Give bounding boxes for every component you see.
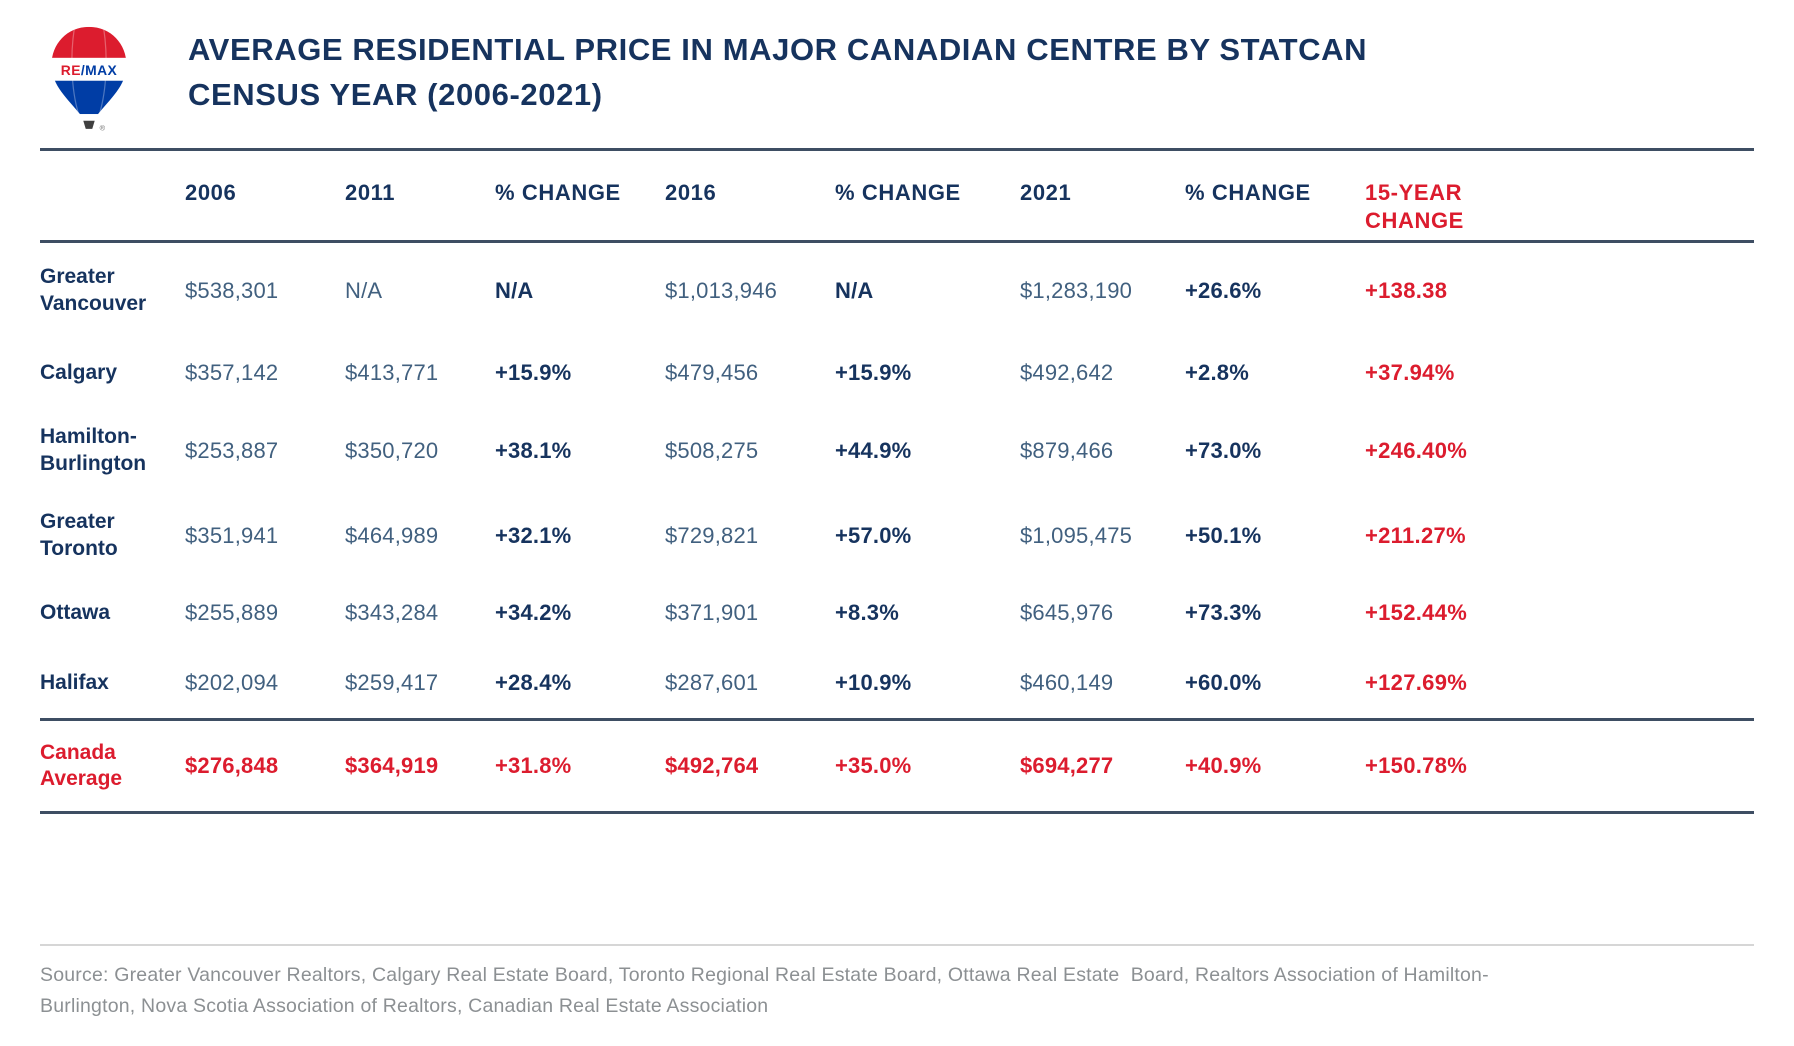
table-row-ottawa: Ottawa $255,889 $343,284 +34.2% $371,901… [40, 578, 1754, 648]
table-row-canada-average: Canada Average $276,848 $364,919 +31.8% … [40, 719, 1754, 813]
price-2021: $879,466 [1020, 437, 1114, 463]
col-header-pct-change-2: % CHANGE [835, 180, 961, 205]
price-2006: $255,889 [185, 600, 279, 625]
source-divider [40, 944, 1754, 946]
price-2011: N/A [345, 277, 383, 303]
svg-text:RE/MAX: RE/MAX [61, 62, 118, 78]
balloon-basket [83, 120, 95, 129]
row-label: Greater Toronto [40, 510, 118, 560]
pct-change-2016-2021: +26.6% [1185, 277, 1262, 303]
price-2016: $729,821 [665, 522, 759, 548]
pct-change-2011-2016: +57.0% [835, 522, 912, 548]
fifteen-year-change: +127.69% [1365, 670, 1468, 695]
price-2016: $287,601 [665, 670, 759, 695]
pct-change-2011-2016: +8.3% [835, 600, 899, 625]
header: RE/MAX ® AVERAGE RESIDENTIAL PRICE IN MA… [40, 0, 1754, 148]
price-2011: $343,284 [345, 600, 439, 625]
row-label: Greater Vancouver [40, 265, 147, 315]
source-text: Source: Greater Vancouver Realtors, Calg… [40, 964, 1489, 1018]
price-2006: $538,301 [185, 277, 279, 303]
col-header-2021: 2021 [1020, 180, 1072, 205]
price-2021: $1,095,475 [1020, 522, 1133, 548]
pct-change-2006-2011: +38.1% [495, 437, 572, 463]
fifteen-year-change: +211.27% [1365, 522, 1466, 548]
row-label: Calgary [40, 360, 118, 384]
table-header-row: 2006 2011 % CHANGE 2016 % CHANGE 2021 % … [40, 150, 1754, 242]
price-2006: $357,142 [185, 360, 279, 385]
row-label: Canada Average [40, 740, 123, 790]
pct-change-2016-2021: +60.0% [1185, 670, 1262, 695]
col-header-2006: 2006 [185, 180, 237, 205]
fifteen-year-change: +152.44% [1365, 600, 1468, 625]
table-row-halifax: Halifax $202,094 $259,417 +28.4% $287,60… [40, 648, 1754, 720]
pct-change-2016-2021: +50.1% [1185, 522, 1262, 548]
table-row-calgary: Calgary $357,142 $413,771 +15.9% $479,45… [40, 338, 1754, 408]
page-title: AVERAGE RESIDENTIAL PRICE IN MAJOR CANAD… [188, 32, 1368, 112]
price-2011: $350,720 [345, 437, 439, 463]
col-header-15-year-change: 15-YEAR CHANGE [1365, 180, 1464, 233]
price-2021: $694,277 [1020, 753, 1114, 778]
row-label: Ottawa [40, 600, 111, 624]
price-2021: $460,149 [1020, 670, 1114, 695]
pct-change-2011-2016: +10.9% [835, 670, 912, 695]
pct-change-2016-2021: +73.0% [1185, 437, 1262, 463]
col-header-2016: 2016 [665, 180, 717, 205]
pct-change-2016-2021: +2.8% [1185, 360, 1249, 385]
table-row-greater-toronto: Greater Toronto $351,941 $464,989 +32.1%… [40, 493, 1754, 578]
price-2016: $492,764 [665, 753, 759, 778]
col-header-pct-change-3: % CHANGE [1185, 180, 1311, 205]
table-row-hamilton-burlington: Hamilton-Burlington $253,887 $350,720 +3… [40, 408, 1754, 493]
price-2011: $259,417 [345, 670, 439, 695]
registered-mark: ® [100, 124, 106, 133]
price-2016: $508,275 [665, 437, 759, 463]
row-label: Hamilton-Burlington [40, 425, 147, 475]
pct-change-2006-2011: +28.4% [495, 670, 572, 695]
price-2011: $364,919 [345, 753, 439, 778]
price-2006: $202,094 [185, 670, 279, 695]
price-table: 2006 2011 % CHANGE 2016 % CHANGE 2021 % … [40, 148, 1754, 814]
pct-change-2011-2016: N/A [835, 277, 874, 303]
col-header-pct-change-1: % CHANGE [495, 180, 621, 205]
table-row-greater-vancouver: Greater Vancouver $538,301 N/A N/A $1,01… [40, 242, 1754, 339]
price-2006: $276,848 [185, 753, 279, 778]
fifteen-year-change: +37.94% [1365, 360, 1455, 385]
pct-change-2006-2011: +15.9% [495, 360, 572, 385]
remax-logo: RE/MAX ® [40, 22, 138, 146]
price-2016: $1,013,946 [665, 277, 778, 303]
pct-change-2011-2016: +35.0% [835, 753, 912, 778]
pct-change-2016-2021: +73.3% [1185, 600, 1262, 625]
col-header-2011: 2011 [345, 180, 396, 205]
price-2021: $1,283,190 [1020, 277, 1133, 303]
pct-change-2011-2016: +15.9% [835, 360, 912, 385]
price-2016: $371,901 [665, 600, 759, 625]
row-label: Halifax [40, 670, 109, 694]
price-2011: $464,989 [345, 522, 439, 548]
price-2016: $479,456 [665, 360, 759, 385]
pct-change-2006-2011: +34.2% [495, 600, 572, 625]
pct-change-2016-2021: +40.9% [1185, 753, 1262, 778]
pct-change-2006-2011: +31.8% [495, 753, 572, 778]
price-2006: $351,941 [185, 522, 279, 548]
col-header-blank [40, 150, 185, 242]
remax-balloon-icon: RE/MAX ® [51, 26, 127, 133]
price-2006: $253,887 [185, 437, 279, 463]
fifteen-year-change: +150.78% [1365, 753, 1468, 778]
fifteen-year-change: +246.40% [1365, 437, 1468, 463]
pct-change-2006-2011: +32.1% [495, 522, 572, 548]
pct-change-2011-2016: +44.9% [835, 437, 912, 463]
price-2011: $413,771 [345, 360, 439, 385]
price-2021: $492,642 [1020, 360, 1114, 385]
fifteen-year-change: +138.38 [1365, 277, 1448, 303]
pct-change-2006-2011: N/A [495, 277, 534, 303]
price-2021: $645,976 [1020, 600, 1114, 625]
